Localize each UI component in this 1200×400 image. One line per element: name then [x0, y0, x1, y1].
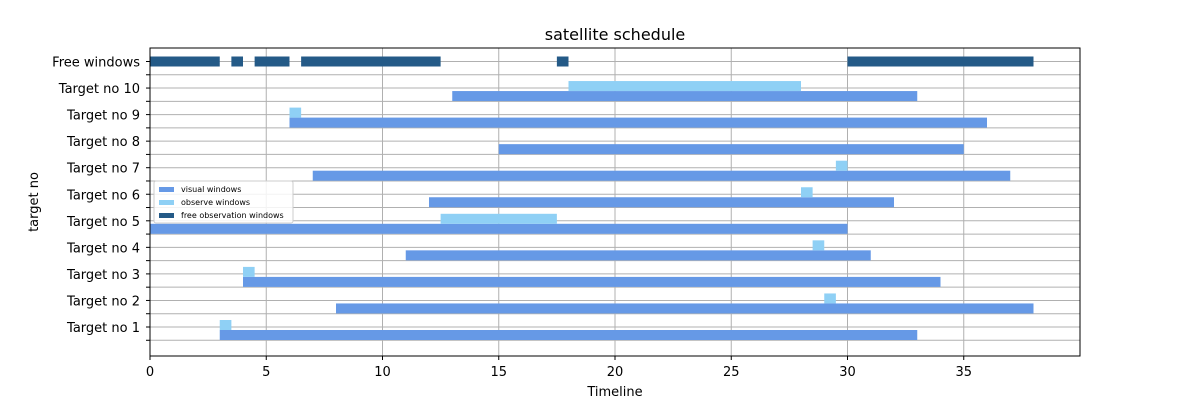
observe-window-bar	[812, 240, 825, 251]
visual-window-bar	[289, 117, 987, 128]
free-window-bar	[254, 56, 290, 67]
bars	[150, 56, 1034, 340]
legend-label: observe windows	[181, 198, 250, 207]
visual-window-bar	[452, 91, 918, 102]
legend-label: visual windows	[181, 185, 241, 194]
y-tick-label: Target no 10	[58, 82, 140, 97]
y-tick-label: Free windows	[52, 56, 140, 71]
y-tick-label: Target no 6	[66, 188, 140, 203]
observe-window-bar	[243, 266, 255, 277]
free-window-bar	[301, 56, 441, 67]
y-axis: Target no 1 Target no 2 Target no 3 Target …	[52, 56, 150, 341]
x-tick-label: 0	[146, 365, 154, 380]
legend: visual windows observe windows free observ…	[153, 180, 294, 224]
y-tick-label: Target no 9	[66, 109, 140, 124]
x-tick-label: 15	[490, 365, 507, 380]
legend-box	[153, 180, 294, 224]
y-tick-label: Target no 5	[66, 215, 140, 230]
legend-label: free observation windows	[181, 211, 284, 220]
observe-window-bar	[835, 160, 848, 171]
observe-window-bar	[219, 320, 232, 330]
visual-window-bar	[150, 223, 848, 234]
observe-window-bar	[568, 81, 801, 92]
chart-title: satellite schedule	[545, 25, 686, 44]
x-tick-label: 5	[262, 365, 270, 380]
visual-window-bar	[243, 276, 941, 287]
y-axis-label: target no	[27, 172, 42, 232]
legend-swatch	[159, 187, 174, 192]
y-tick-label: Target no 1	[66, 321, 140, 336]
x-tick-label: 25	[723, 365, 740, 380]
visual-window-bar	[405, 250, 871, 261]
observe-window-bar	[824, 293, 836, 304]
x-tick-label: 30	[839, 365, 856, 380]
visual-window-bar	[312, 170, 1011, 181]
y-tick-label: Target no 3	[66, 268, 140, 283]
x-axis-label: Timeline	[586, 385, 642, 400]
legend-swatch	[159, 213, 174, 218]
y-tick-label: Target no 8	[66, 135, 140, 150]
free-window-bar	[556, 56, 569, 67]
y-tick-label: Target no 4	[66, 241, 140, 256]
observe-window-bar	[289, 107, 302, 118]
visual-window-bar	[429, 197, 894, 208]
free-window-bar	[847, 56, 1034, 67]
free-window-bar	[150, 56, 220, 67]
x-tick-label: 35	[955, 365, 972, 380]
y-tick-label: Target no 2	[66, 294, 140, 309]
x-tick-label: 20	[607, 365, 624, 380]
visual-window-bar	[219, 330, 918, 340]
visual-window-bar	[336, 303, 1034, 314]
x-axis: 0 5 10 15 20 25 30 35	[146, 356, 972, 380]
x-tick-label: 10	[374, 365, 391, 380]
free-window-bar	[231, 56, 243, 67]
observe-window-bar	[801, 187, 813, 198]
visual-window-bar	[498, 144, 964, 155]
y-tick-label: Target no 7	[66, 162, 140, 177]
observe-window-bar	[440, 213, 557, 224]
legend-swatch	[159, 200, 174, 205]
